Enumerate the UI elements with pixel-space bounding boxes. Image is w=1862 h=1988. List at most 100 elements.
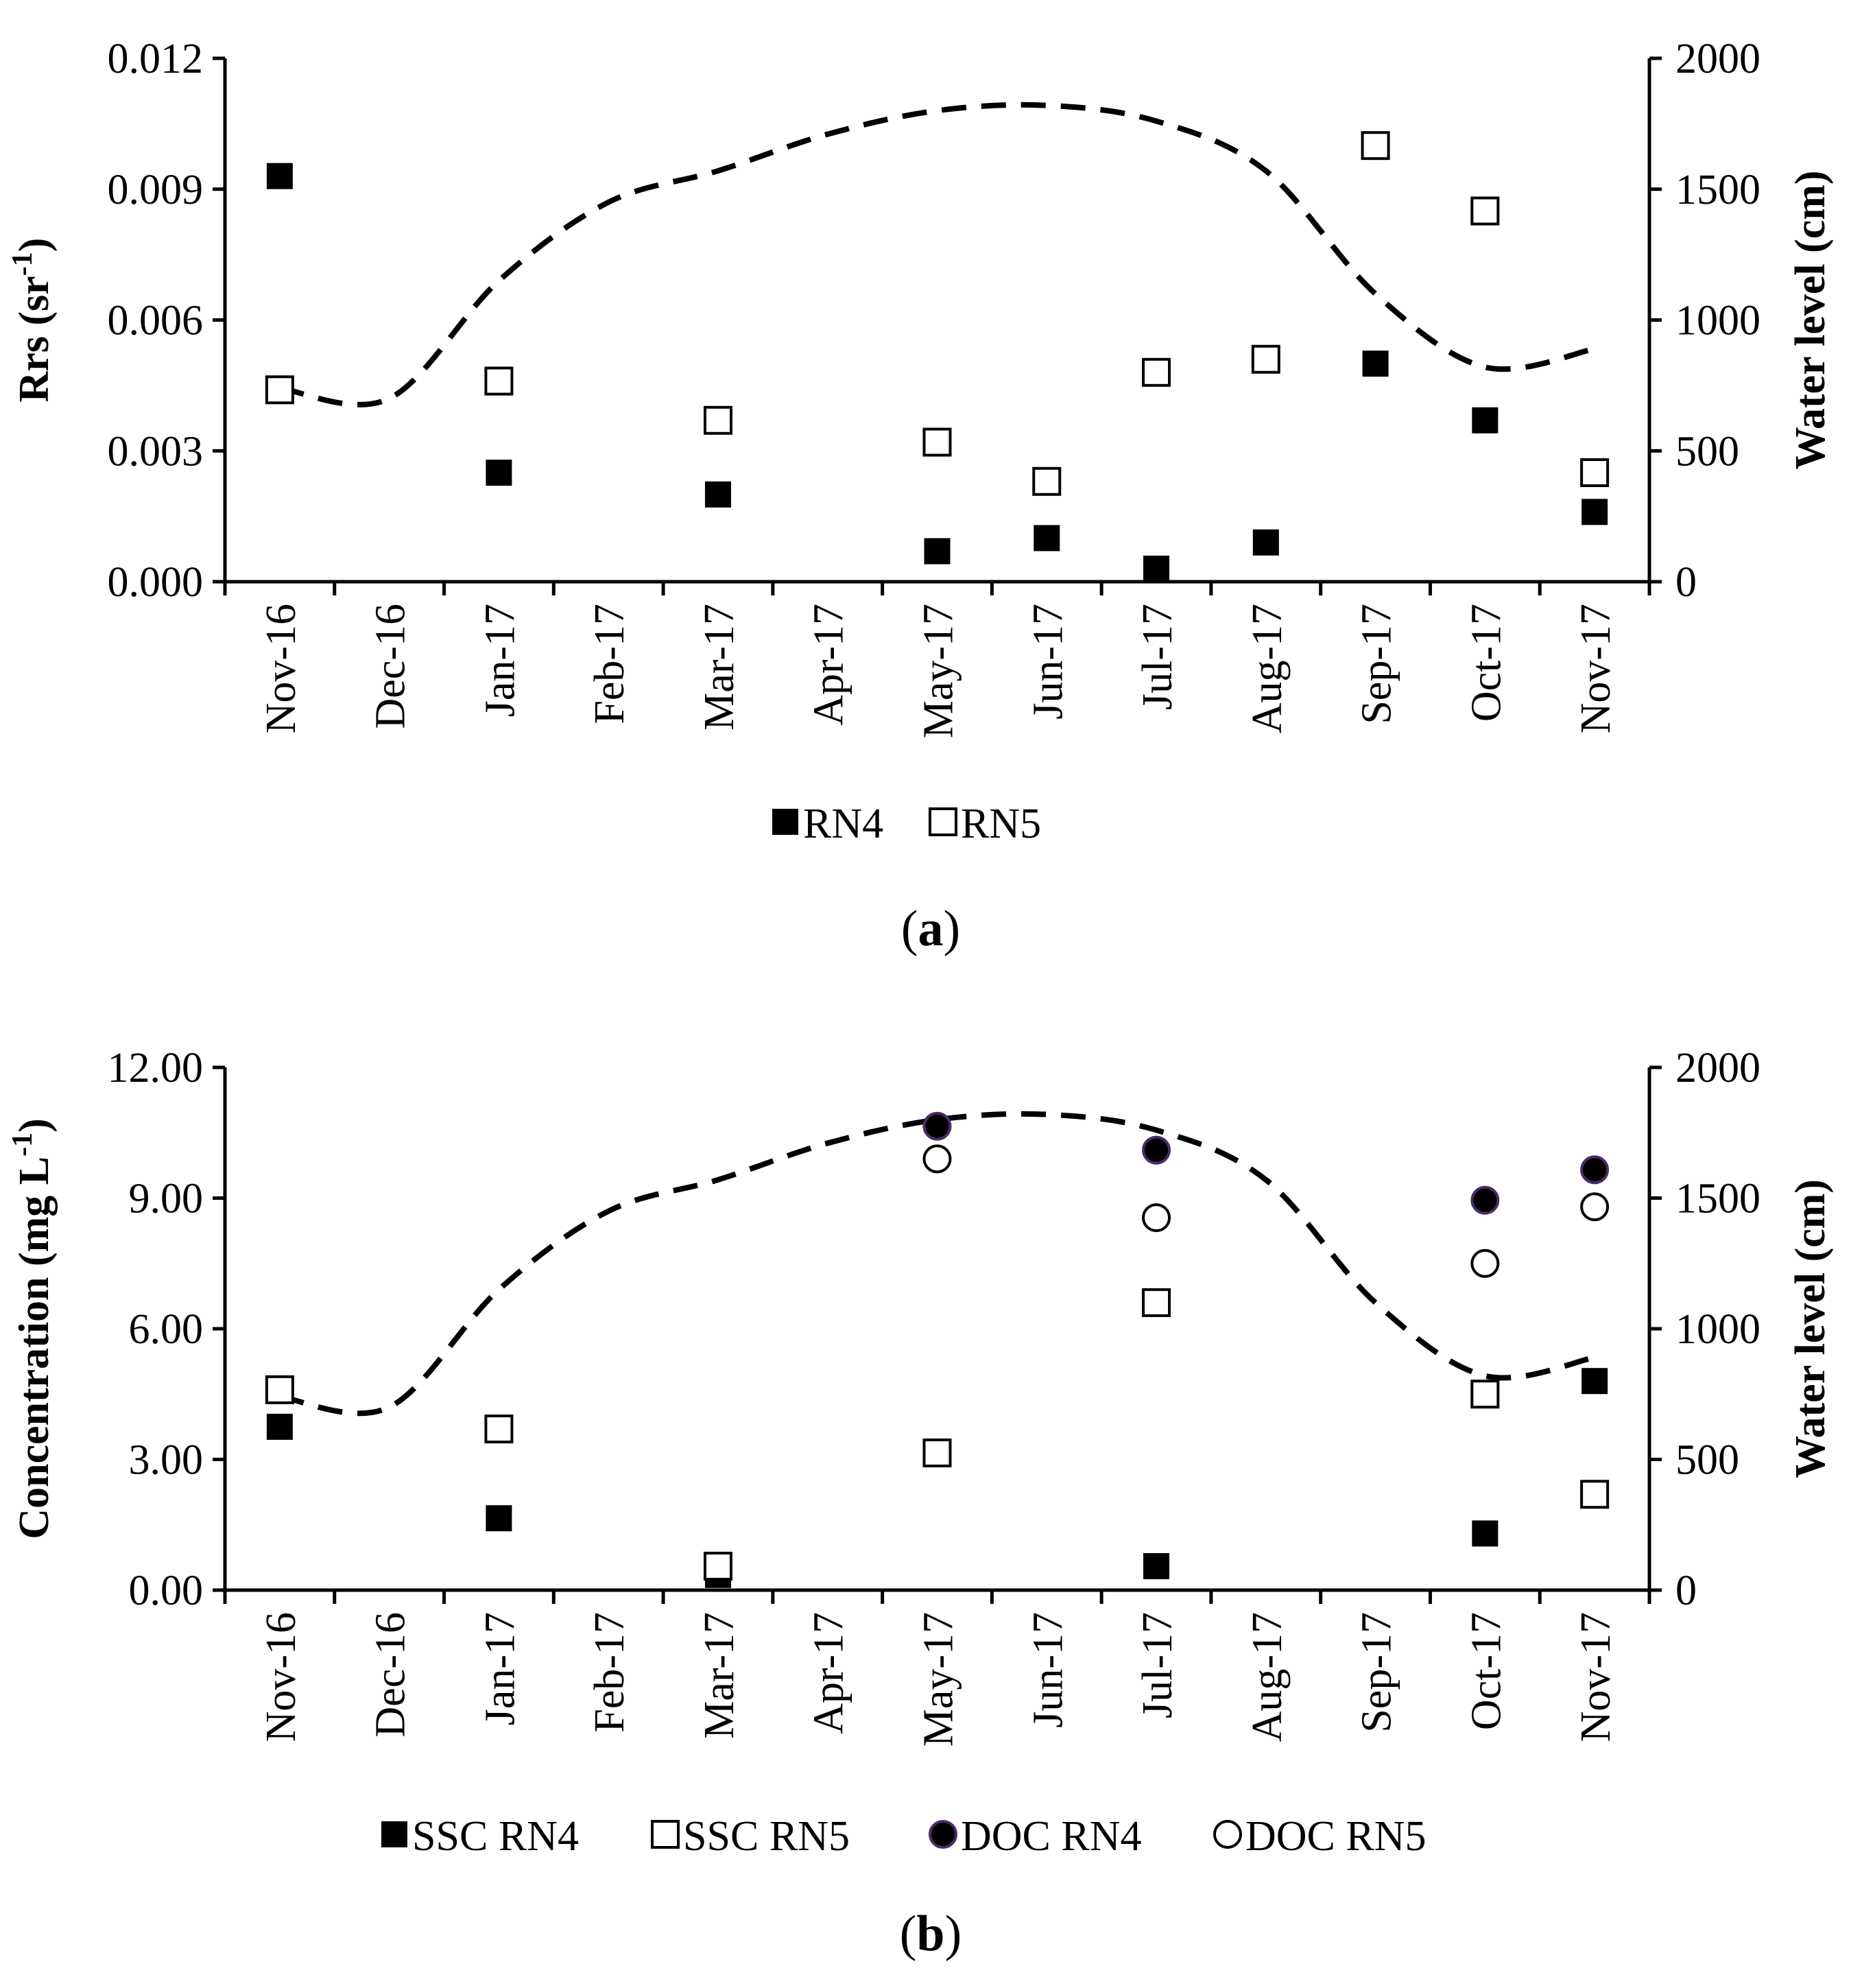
x-tick-label: Dec-16 <box>368 604 414 729</box>
point-ssc-rn4 <box>1581 1368 1608 1395</box>
x-tick-label: Nov-16 <box>258 604 305 733</box>
y2-tick-label: 1000 <box>1675 1306 1760 1353</box>
x-tick-label: Jul-17 <box>1134 1612 1181 1718</box>
point-ssc-rn5 <box>1470 1380 1500 1409</box>
x-tick-label: Nov-16 <box>258 1612 305 1742</box>
point-rn4 <box>1252 529 1279 556</box>
x-tick-label: Oct-17 <box>1463 604 1509 722</box>
y-tick-label: 0.00 <box>129 1567 204 1614</box>
x-tick-label: Jan-17 <box>477 1612 523 1725</box>
point-rn4 <box>1581 499 1608 525</box>
y-tick-label: 0.009 <box>108 167 204 213</box>
legend-label: RN4 <box>803 801 883 847</box>
y2-axis-title: Water level (cm) <box>1787 170 1834 469</box>
point-ssc-rn5 <box>1580 1480 1610 1509</box>
x-tick-label: Aug-17 <box>1244 604 1291 733</box>
legend-marker-rn4 <box>772 809 798 835</box>
y-tick-label: 3.00 <box>129 1437 204 1484</box>
panel-label: (a) <box>901 901 960 957</box>
point-rn5 <box>703 405 732 435</box>
x-tick-label: Jun-17 <box>1025 1612 1071 1728</box>
point-rn5 <box>1032 466 1062 496</box>
y-tick-label: 0.012 <box>108 36 204 82</box>
point-rn4 <box>1472 407 1499 434</box>
point-ssc-rn4 <box>266 1413 293 1440</box>
panel-label-close: ) <box>944 901 961 957</box>
legend-label: DOC RN5 <box>1245 1813 1427 1860</box>
x-tick-label: Nov-17 <box>1573 1612 1619 1742</box>
y-axis-title: Rrs (sr-1) <box>7 238 58 403</box>
y-tick-label: 12.00 <box>108 1045 204 1091</box>
point-rn5 <box>1142 357 1171 387</box>
legend-marker-ssc-rn5 <box>651 1820 680 1849</box>
legend-label: RN5 <box>961 801 1041 847</box>
point-ssc-rn4 <box>486 1505 512 1532</box>
y2-axis-title: Water level (cm) <box>1787 1179 1834 1478</box>
x-tick-label: Nov-17 <box>1573 604 1619 733</box>
y2-tick-label: 500 <box>1675 428 1739 475</box>
y2-tick-label: 0 <box>1675 559 1697 606</box>
point-doc-rn4 <box>922 1111 952 1141</box>
y-tick-label: 0.006 <box>108 298 204 344</box>
panel-label-close: ) <box>945 1906 962 1962</box>
point-rn5 <box>484 366 514 396</box>
point-rn5 <box>1361 131 1390 161</box>
legend-label: SSC RN5 <box>683 1813 850 1860</box>
legend-marker-rn5 <box>929 807 957 836</box>
x-tick-label: Jul-17 <box>1134 604 1181 710</box>
y-axis-title-main: Concentration (mg L <box>11 1157 58 1539</box>
y2-tick-label: 2000 <box>1675 36 1760 82</box>
legend-marker-ssc-rn4 <box>381 1821 407 1847</box>
x-tick-label: May-17 <box>916 1612 962 1747</box>
point-ssc-rn4 <box>1143 1553 1170 1580</box>
point-rn4 <box>1362 351 1389 377</box>
x-tick-label: Mar-17 <box>696 1612 743 1739</box>
x-tick-label: Sep-17 <box>1354 1612 1400 1733</box>
point-doc-rn5 <box>1142 1203 1171 1233</box>
y-tick-label: 9.00 <box>129 1176 204 1222</box>
point-rn5 <box>1251 344 1280 374</box>
water-level-line <box>279 102 1595 407</box>
y2-tick-label: 1500 <box>1675 167 1760 213</box>
x-tick-label: Feb-17 <box>586 604 633 724</box>
point-rn5 <box>922 427 952 457</box>
legend-marker-doc-rn4 <box>929 1820 957 1849</box>
y-tick-label: 6.00 <box>129 1306 204 1353</box>
y-axis-title-sup: -1 <box>7 252 38 276</box>
x-tick-label: Dec-16 <box>368 1612 414 1737</box>
y-tick-label: 0.000 <box>108 559 204 606</box>
x-tick-label: Feb-17 <box>586 1612 633 1733</box>
y2-tick-label: 1500 <box>1675 1176 1760 1222</box>
point-ssc-rn5 <box>922 1438 952 1467</box>
point-rn5 <box>265 375 294 405</box>
y-axis-title-end: ) <box>11 1118 58 1133</box>
y-tick-label: 0.003 <box>108 428 204 475</box>
chart-panel-a: 0.000 0.003 0.006 0.009 0.012 0 500 1000 1500 200… <box>7 36 1834 957</box>
y2-tick-label: 1000 <box>1675 298 1760 344</box>
chart-panel-b: 0.00 3.00 6.00 9.00 12.00 0 500 1000 1500 2000 Nov… <box>7 1045 1834 1962</box>
y2-tick-label: 500 <box>1675 1437 1739 1484</box>
y-axis-title-end: ) <box>11 238 58 252</box>
point-doc-rn5 <box>1580 1192 1610 1222</box>
point-rn4 <box>1143 555 1170 582</box>
point-rn4 <box>486 460 512 486</box>
y2-tick-label: 2000 <box>1675 1045 1760 1091</box>
y-axis-title: Concentration (mg L-1) <box>7 1118 58 1539</box>
x-tick-label: Mar-17 <box>696 604 743 731</box>
panel-label-open: ( <box>900 1906 917 1962</box>
point-rn4 <box>266 163 293 189</box>
point-rn5 <box>1580 458 1610 488</box>
point-ssc-rn5 <box>484 1415 514 1444</box>
y-axis-title-main: Rrs (sr <box>11 276 58 402</box>
panel-label-open: ( <box>901 901 918 957</box>
point-rn4 <box>704 481 731 508</box>
point-ssc-rn5 <box>265 1375 294 1404</box>
y-axis-title-sup: -1 <box>7 1133 38 1157</box>
point-doc-rn5 <box>1470 1249 1500 1278</box>
panel-label-letter: b <box>916 1906 944 1962</box>
point-rn4 <box>924 538 951 565</box>
point-doc-rn5 <box>922 1144 952 1174</box>
panel-label: (b) <box>900 1906 962 1962</box>
legend-label: SSC RN4 <box>412 1813 579 1860</box>
